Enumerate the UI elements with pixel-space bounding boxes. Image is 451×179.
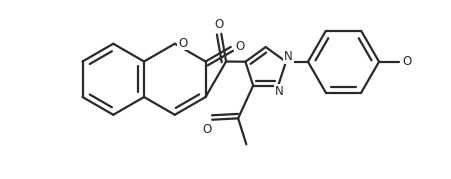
Text: O: O (178, 37, 187, 50)
Text: O: O (214, 18, 223, 31)
Text: N: N (284, 50, 292, 63)
Text: O: O (402, 55, 411, 67)
Text: N: N (275, 85, 283, 98)
Text: O: O (202, 123, 212, 136)
Text: O: O (235, 40, 244, 53)
